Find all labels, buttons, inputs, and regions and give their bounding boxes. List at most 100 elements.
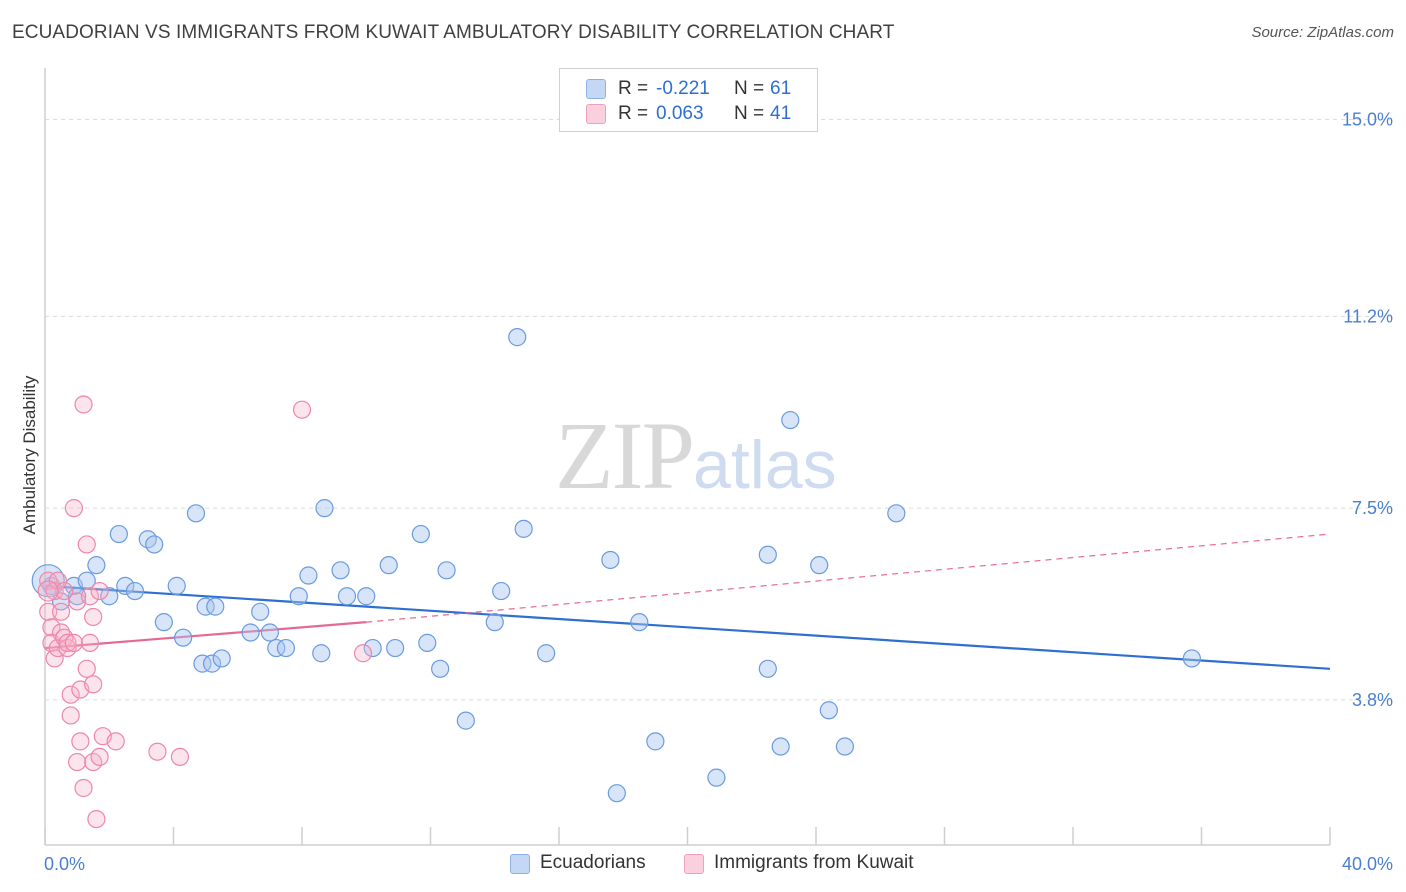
point-ecuadorians xyxy=(1182,649,1201,668)
trend-line-kuwait-extension xyxy=(366,533,1331,623)
point-ecuadorians xyxy=(276,638,296,658)
point-kuwait xyxy=(55,581,74,601)
point-ecuadorians xyxy=(379,556,398,575)
point-ecuadorians xyxy=(116,576,135,595)
point-kuwait xyxy=(68,752,87,772)
point-kuwait xyxy=(55,628,74,647)
point-kuwait xyxy=(45,581,64,601)
trend-lines xyxy=(44,533,1331,670)
point-ecuadorians xyxy=(607,784,626,803)
point-kuwait xyxy=(51,623,71,642)
point-ecuadorians xyxy=(646,732,665,751)
point-ecuadorians xyxy=(167,576,186,595)
y-tick-label: 3.8% xyxy=(1352,690,1393,710)
point-kuwait xyxy=(353,644,373,663)
point-ecuadorians xyxy=(492,581,511,601)
trend-line-ecuadorians xyxy=(44,584,1331,670)
point-ecuadorians xyxy=(260,623,279,642)
gridlines xyxy=(45,118,1392,701)
point-ecuadorians xyxy=(145,535,164,554)
point-ecuadorians xyxy=(431,659,450,678)
point-kuwait xyxy=(80,633,100,652)
point-ecuadorians xyxy=(267,638,286,658)
point-kuwait xyxy=(71,732,90,751)
point-kuwait xyxy=(48,638,67,658)
point-ecuadorians xyxy=(835,737,855,756)
axes xyxy=(44,68,1331,846)
point-kuwait xyxy=(106,732,125,751)
point-ecuadorians xyxy=(212,649,231,668)
point-ecuadorians xyxy=(537,644,556,663)
point-ecuadorians xyxy=(514,519,533,538)
point-kuwait xyxy=(77,659,96,678)
point-ecuadorians xyxy=(312,644,331,663)
point-ecuadorians xyxy=(418,633,437,652)
legend: R = -0.221 N = 61 R = 0.063 N = 41 xyxy=(559,68,818,132)
point-ecuadorians xyxy=(299,566,318,585)
legend-n-label: N = xyxy=(734,78,765,99)
point-ecuadorians xyxy=(193,654,212,673)
y-tick-label: 11.2% xyxy=(1343,306,1393,326)
point-ecuadorians xyxy=(771,737,790,756)
point-kuwait xyxy=(39,602,58,621)
point-kuwait xyxy=(74,778,93,798)
point-ecuadorians xyxy=(386,638,405,658)
x-tick-label: 40.0% xyxy=(1342,854,1393,874)
legend-swatch-ecuadorians xyxy=(586,79,606,99)
point-kuwait xyxy=(61,685,80,704)
point-ecuadorians xyxy=(508,328,527,347)
point-ecuadorians xyxy=(887,504,906,523)
point-ecuadorians xyxy=(337,587,357,606)
chart-title: ECUADORIAN VS IMMIGRANTS FROM KUWAIT AMB… xyxy=(12,22,895,43)
point-ecuadorians xyxy=(251,602,270,621)
watermark: ZIPatlas xyxy=(555,400,837,511)
watermark-zip: ZIP xyxy=(555,402,695,509)
point-ecuadorians xyxy=(456,711,475,730)
point-kuwait xyxy=(64,499,84,518)
point-ecuadorians xyxy=(437,561,456,580)
point-ecuadorians xyxy=(707,768,726,787)
point-kuwait xyxy=(170,747,190,766)
point-kuwait xyxy=(87,809,106,829)
tick-labels: 3.8% 7.5% 11.2% 15.0% 0.0% 40.0% xyxy=(44,109,1393,874)
bottom-legend-label: Ecuadorians xyxy=(540,852,646,873)
point-kuwait xyxy=(37,580,59,602)
bottom-legend-swatch-ecuadorians xyxy=(510,854,530,874)
x-tick-label: 0.0% xyxy=(44,854,85,874)
y-tick-label: 7.5% xyxy=(1352,498,1393,518)
y-tick-label: 15.0% xyxy=(1342,109,1393,129)
point-ecuadorians xyxy=(781,410,800,430)
point-ecuadorians xyxy=(363,638,382,658)
legend-n-value: 41 xyxy=(770,103,792,124)
legend-r-label: R = xyxy=(618,103,649,124)
point-ecuadorians xyxy=(758,659,777,678)
bottom-legend-label: Immigrants from Kuwait xyxy=(714,852,914,873)
point-ecuadorians xyxy=(758,545,777,564)
point-kuwait xyxy=(148,742,167,761)
point-ecuadorians xyxy=(331,561,350,580)
point-ecuadorians xyxy=(289,587,308,606)
legend-n-label: N = xyxy=(734,103,765,124)
source-label: Source: ZipAtlas.com xyxy=(1251,24,1394,41)
point-ecuadorians xyxy=(601,550,620,570)
point-kuwait xyxy=(84,607,103,627)
y-axis-label: Ambulatory Disability xyxy=(20,375,39,534)
point-kuwait xyxy=(80,587,100,606)
point-kuwait xyxy=(58,633,77,652)
point-kuwait xyxy=(51,602,71,621)
legend-r-value: 0.063 xyxy=(656,103,704,124)
point-kuwait xyxy=(90,747,109,766)
point-ecuadorians xyxy=(109,524,128,544)
point-ecuadorians xyxy=(810,556,829,575)
point-ecuadorians xyxy=(411,524,430,544)
point-kuwait xyxy=(64,633,84,652)
data-points xyxy=(31,328,1201,829)
watermark-atlas: atlas xyxy=(693,427,837,503)
point-ecuadorians xyxy=(241,623,260,642)
point-ecuadorians xyxy=(100,587,119,606)
point-ecuadorians xyxy=(206,597,225,616)
point-kuwait xyxy=(42,618,61,637)
point-kuwait xyxy=(292,400,312,419)
point-ecuadorians xyxy=(819,701,838,720)
